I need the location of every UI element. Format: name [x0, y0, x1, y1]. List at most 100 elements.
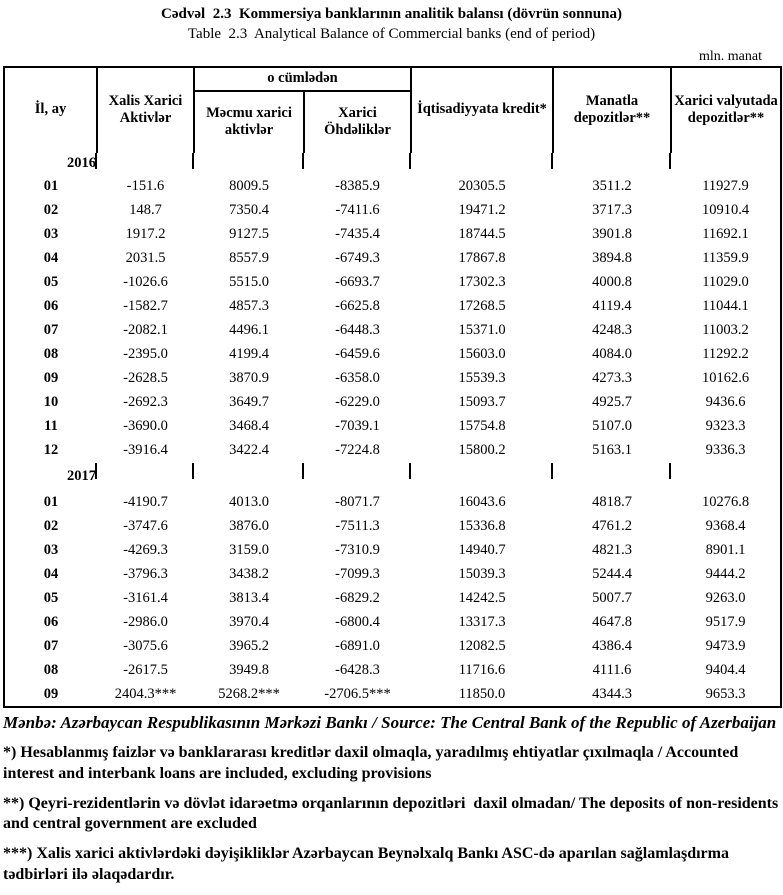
value-cell: -8071.7	[335, 494, 380, 510]
value-cell: -6693.7	[335, 274, 380, 290]
header-net-foreign-assets: Xalis Xarici Aktivlər	[97, 66, 195, 153]
value-cell: 4821.3	[592, 542, 632, 558]
table-row: 05 -3161.4 3813.4 -6829.2 14242.5 5007.7 9263.…	[4, 587, 781, 611]
value-cell: 12082.5	[458, 638, 506, 654]
value-cell: -3075.6	[123, 638, 168, 654]
value-cell: 9404.4	[705, 662, 746, 678]
value-cell: -2395.0	[123, 346, 168, 362]
value-cell: 2404.3***	[114, 685, 177, 702]
header-manat-deposits: Manatla depozitlər**	[553, 66, 673, 153]
value-cell: 20305.5	[458, 178, 506, 194]
month-cell: 04	[43, 250, 59, 266]
month-cell: 09	[43, 685, 59, 702]
spacer-cell	[411, 152, 554, 175]
table-row: 07 -2082.1 4496.1 -6448.3 15371.0 4248.3 11003…	[4, 319, 781, 343]
header-gross-foreign-assets: Məcmu xarici aktivlər	[194, 90, 305, 153]
table-row: 09 2404.3*** 5268.2*** -2706.5*** 11850.0 434…	[4, 683, 781, 707]
year-row: 2017	[4, 462, 781, 491]
unit-label: mln. manat	[699, 48, 762, 64]
value-cell: 148.7	[129, 202, 162, 218]
value-cell: -6229.0	[335, 394, 380, 410]
value-cell: -151.6	[126, 178, 165, 194]
value-cell: -3916.4	[123, 442, 168, 458]
value-cell: 1917.2	[125, 226, 166, 242]
spacer-cell	[411, 462, 554, 491]
value-cell: 4386.4	[592, 638, 632, 654]
table-row: 06 -1582.7 4857.3 -6625.8 17268.5 4119.4 11044…	[4, 295, 781, 319]
year-label: 2017	[4, 462, 97, 491]
month-cell: 06	[43, 614, 59, 630]
table-row: 08 -2617.5 3949.8 -6428.3 11716.6 4111.6 9404.…	[4, 659, 781, 683]
table-row: 04 -3796.3 3438.2 -7099.3 15039.3 5244.4 9444.…	[4, 563, 781, 587]
value-cell: 17302.3	[458, 274, 506, 290]
spacer-cell	[194, 152, 304, 175]
value-cell: 15603.0	[458, 346, 506, 362]
value-cell: 11292.2	[702, 346, 749, 362]
table-row: 02 148.7 7350.4 -7411.6 19471.2 3717.3 10910.4	[4, 199, 781, 223]
table-row: 03 -4269.3 3159.0 -7310.9 14940.7 4821.3 8901.…	[4, 539, 781, 563]
month-cell: 02	[43, 518, 59, 534]
value-cell: 4761.2	[592, 518, 632, 534]
header-fx-deposits: Xarici valyutada depozitlər**	[674, 92, 778, 126]
source-note: Mənbə: Azərbaycan Respublikasının Mərkəz…	[3, 712, 777, 732]
value-cell: 11927.9	[702, 178, 749, 194]
table-row: 11 -3690.0 3468.4 -7039.1 15754.8 5107.0 9323.…	[4, 415, 781, 439]
value-cell: 5244.4	[592, 566, 632, 582]
value-cell: -6358.0	[335, 370, 380, 386]
value-cell: 10910.4	[701, 202, 750, 218]
table-row: 07 -3075.6 3965.2 -6891.0 12082.5 4386.4 9473.…	[4, 635, 781, 659]
value-cell: -7224.8	[335, 442, 380, 458]
spacer-cell	[194, 462, 304, 491]
value-cell: 13317.3	[458, 614, 506, 630]
value-cell: 9444.2	[705, 566, 746, 582]
value-cell: -6800.4	[335, 614, 380, 630]
month-cell: 07	[43, 322, 59, 338]
value-cell: -6459.6	[335, 346, 380, 362]
month-cell: 03	[43, 542, 59, 558]
value-cell: 11716.6	[458, 662, 506, 678]
value-cell: 2031.5	[125, 250, 166, 266]
value-cell: 5107.0	[592, 418, 632, 434]
value-cell: 4199.4	[229, 346, 269, 362]
spacer-cell	[671, 463, 781, 491]
value-cell: 9336.3	[705, 442, 746, 458]
value-cell: 5515.0	[229, 274, 269, 290]
value-cell: 3649.7	[229, 394, 269, 410]
value-cell: 10276.8	[701, 494, 750, 510]
value-cell: 4496.1	[229, 322, 269, 338]
footnote-2: **) Qeyri-rezidentlərin və dövlət idarəe…	[3, 794, 783, 833]
table-body: 2016 01 -151.6 8009.5 -8385.9 20305.5 3511.2 11…	[4, 152, 781, 707]
month-cell: 03	[43, 226, 59, 242]
value-cell: -8385.9	[335, 178, 380, 194]
table-row: 12 -3916.4 3422.4 -7224.8 15800.2 5163.1 9336.…	[4, 439, 781, 463]
spacer-cell	[304, 462, 412, 491]
value-cell: -3747.6	[123, 518, 168, 534]
year-label: 2016	[4, 152, 97, 175]
value-cell: 4273.3	[592, 370, 632, 386]
value-cell: 15039.3	[458, 566, 506, 582]
value-cell: 9517.9	[705, 614, 746, 630]
value-cell: -4269.3	[123, 542, 168, 558]
value-cell: -4190.7	[123, 494, 168, 510]
table-row: 10 -2692.3 3649.7 -6229.0 15093.7 4925.7 9436.…	[4, 391, 781, 415]
value-cell: 15336.8	[458, 518, 506, 534]
value-cell: -3690.0	[123, 418, 168, 434]
value-cell: 11359.9	[702, 250, 749, 266]
value-cell: -7511.3	[335, 518, 380, 534]
value-cell: 3511.2	[592, 178, 632, 194]
value-cell: 3970.4	[229, 614, 269, 630]
value-cell: 9263.0	[705, 590, 746, 606]
value-cell: 4818.7	[592, 494, 632, 510]
table-row: 04 2031.5 8557.9 -6749.3 17867.8 3894.8 11359.…	[4, 247, 781, 271]
value-cell: 5007.7	[592, 590, 632, 606]
table-row: 05 -1026.6 5515.0 -6693.7 17302.3 4000.8 11029…	[4, 271, 781, 295]
value-cell: -6448.3	[335, 322, 380, 338]
spacer-cell	[671, 153, 781, 175]
value-cell: -7099.3	[335, 566, 380, 582]
value-cell: 9323.3	[705, 418, 746, 434]
month-cell: 05	[43, 274, 59, 290]
value-cell: 3949.8	[229, 662, 269, 678]
value-cell: 15754.8	[458, 418, 506, 434]
value-cell: 3422.4	[229, 442, 269, 458]
